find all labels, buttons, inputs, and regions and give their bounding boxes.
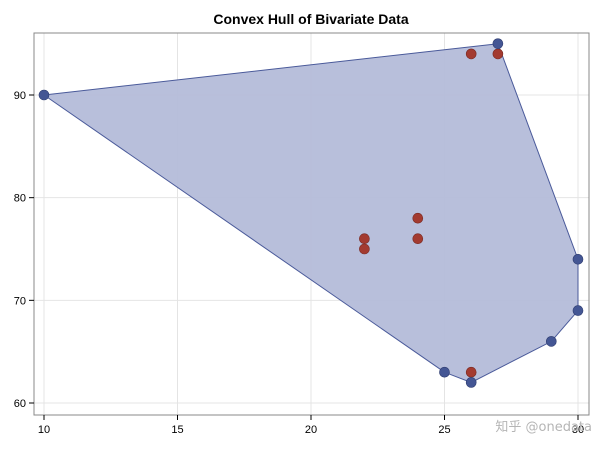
x-tick-label-3: 25 (438, 424, 450, 436)
chart-title: Convex Hull of Bivariate Data (213, 11, 408, 27)
interior-point-4 (412, 212, 424, 224)
y-tick-label-3: 90 (14, 90, 26, 102)
watermark-text: 知乎 @onedata (495, 419, 592, 435)
y-tick-label-0: 60 (14, 398, 26, 410)
y-tick-label-1: 70 (14, 295, 26, 307)
y-tick-label-2: 80 (14, 193, 26, 205)
interior-point-3 (359, 243, 370, 255)
interior-point-6 (465, 366, 477, 378)
y-axis: 60 70 80 90 (14, 90, 34, 410)
hull-point-2 (572, 253, 584, 265)
points-layer (38, 38, 584, 388)
x-tick-label-1: 15 (171, 424, 183, 436)
hull-point-6 (439, 366, 450, 378)
interior-point-2 (359, 233, 370, 245)
interior-point-0 (465, 48, 477, 60)
hull-point-1 (492, 38, 504, 49)
hull-point-4 (545, 336, 557, 347)
hull-point-0 (38, 89, 50, 101)
interior-point-5 (412, 233, 424, 245)
x-tick-label-0: 10 (38, 424, 50, 436)
x-tick-label-2: 20 (305, 424, 317, 436)
hull-point-5 (465, 377, 477, 388)
x-axis: 10 15 20 25 30 (38, 415, 584, 436)
hull-point-3 (572, 305, 584, 316)
interior-point-1 (492, 48, 504, 60)
x-tick-label-4: 30 (572, 424, 584, 436)
